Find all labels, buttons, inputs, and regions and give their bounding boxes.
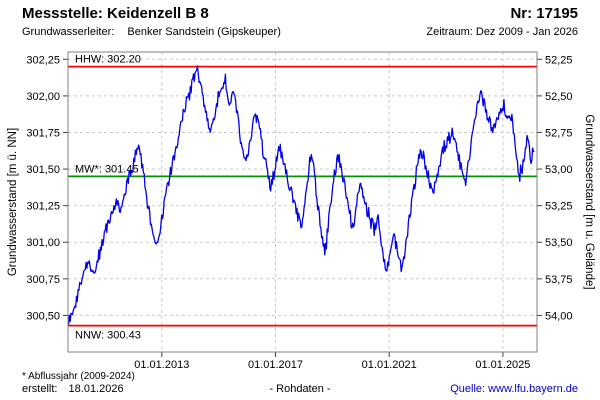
y-axis-left-tick-label: 301,50	[26, 164, 60, 176]
reference-line-label-nnw: NNW: 300.43	[75, 330, 141, 342]
aquifer-row: Grundwasserleiter: Benker Sandstein (Gip…	[22, 26, 281, 38]
period-label: Zeitraum: Dez 2009 - Jan 2026	[426, 26, 578, 38]
abflussjahr-note: * Abflussjahr (2009-2024)	[22, 371, 135, 382]
y-axis-right-tick-label: 52,25	[545, 54, 573, 66]
aquifer-value: Benker Sandstein (Gipskeuper)	[127, 26, 281, 38]
y-axis-right-tick-label: 53,25	[545, 201, 573, 213]
x-axis-tick-label: 01.01.2013	[134, 359, 189, 371]
created-row: erstellt: 18.01.2026	[22, 383, 124, 395]
y-axis-left-tick-label: 301,75	[26, 127, 60, 139]
y-axis-left-tick-label: 300,50	[26, 310, 60, 322]
created-label: erstellt:	[22, 383, 58, 395]
x-axis-tick-label: 01.01.2017	[248, 359, 303, 371]
x-axis-tick-label: 01.01.2021	[362, 359, 417, 371]
page-title: Messstelle: Keidenzell B 8	[22, 5, 209, 22]
plot-border	[67, 51, 538, 353]
y-axis-left-title: Grundwasserstand [m ü. NN]	[7, 128, 19, 276]
y-axis-right-title: Grundwasserstand [m u. Gelände]	[583, 114, 595, 289]
y-axis-right-tick-label: 54,00	[545, 310, 573, 322]
data-series-line	[67, 65, 535, 325]
station-number: Nr: 17195	[510, 5, 578, 22]
y-axis-right-tick-label: 52,50	[545, 91, 573, 103]
y-axis-left-tick-label: 300,75	[26, 274, 60, 286]
y-axis-left-tick-label: 302,00	[26, 91, 60, 103]
created-date: 18.01.2026	[68, 383, 124, 395]
y-axis-right-tick-label: 53,50	[545, 237, 573, 249]
reference-line-label-mw: MW*: 301.45	[75, 163, 139, 175]
reference-line-label-hhw: HHW: 302.20	[75, 54, 141, 66]
rohdaten-label: - Rohdaten -	[269, 383, 331, 395]
y-axis-left-tick-label: 302,25	[26, 54, 60, 66]
source-link[interactable]: Quelle: www.lfu.bayern.de	[450, 383, 578, 395]
y-axis-right-tick-label: 53,75	[545, 274, 573, 286]
x-axis-tick-label: 01.01.2025	[475, 359, 530, 371]
y-axis-left-tick-label: 301,25	[26, 201, 60, 213]
y-axis-right-tick-label: 52,75	[545, 127, 573, 139]
aquifer-label: Grundwasserleiter:	[22, 26, 115, 38]
y-axis-left-tick-label: 301,00	[26, 237, 60, 249]
y-axis-right-tick-label: 53,00	[545, 164, 573, 176]
